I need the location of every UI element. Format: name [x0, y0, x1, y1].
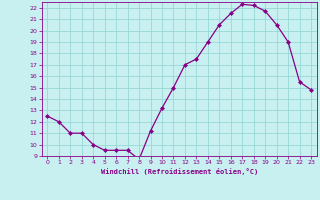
X-axis label: Windchill (Refroidissement éolien,°C): Windchill (Refroidissement éolien,°C) [100, 168, 258, 175]
